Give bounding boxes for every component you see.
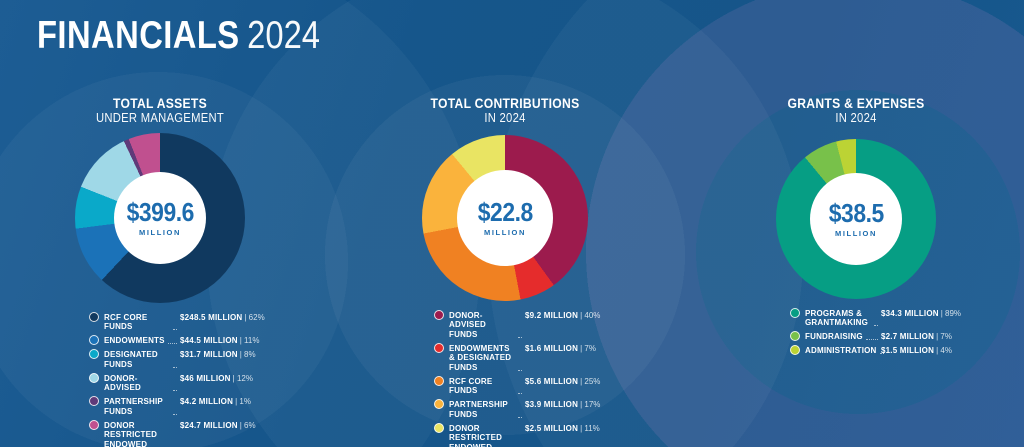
chart-heading-total-contributions: TOTAL CONTRIBUTIONS IN 2024: [370, 96, 640, 126]
legend-dot-icon: [434, 422, 444, 433]
legend-dot-icon: [434, 375, 444, 386]
dotted-leader: [173, 366, 177, 368]
donut-total-contributions: $22.8 MILLION: [422, 134, 588, 301]
legend-label: ENDOWMENTS & DESIGNATED FUNDS: [449, 343, 512, 372]
legend-total-contributions: DONOR-ADVISED FUNDS $9.2 MILLION | 40% EN…: [355, 309, 655, 447]
legend-label: RCF CORE FUNDS: [104, 312, 148, 332]
dotted-leader: [518, 369, 522, 371]
page-title: FINANCIALS 2024: [37, 16, 320, 55]
page-title-word: FINANCIALS: [37, 14, 240, 57]
legend-value: $4.2 MILLION | 1%: [180, 397, 251, 407]
donut-center: $38.5 MILLION: [810, 172, 902, 265]
legend-value: $1.6 MILLION | 7%: [525, 343, 596, 353]
chart-title: TOTAL ASSETS: [113, 96, 207, 111]
donut-center-unit: MILLION: [138, 227, 182, 237]
chart-heading-total-assets: TOTAL ASSETS UNDER MANAGEMENT: [25, 96, 295, 126]
donut-grants-expenses: $38.5 MILLION: [776, 138, 936, 299]
legend-value: $5.6 MILLION | 25%: [525, 376, 601, 386]
legend-row: DESIGNATED FUNDS $31.7 MILLION | 8%: [89, 349, 310, 369]
legend-row: RCF CORE FUNDS $248.5 MILLION | 62%: [89, 311, 310, 332]
legend-dot-icon: [89, 372, 99, 383]
legend-label: DONOR RESTRICTED ENDOWED FUNDS: [104, 420, 158, 447]
chart-section-total-assets: TOTAL ASSETS UNDER MANAGEMENT $399.6 MIL…: [10, 96, 310, 447]
donut-center-value: $22.8: [477, 196, 533, 227]
legend-dot-icon: [790, 345, 800, 356]
legend-row: PROGRAMS & GRANTMAKING $34.3 MILLION | 89…: [790, 307, 1006, 328]
legend-label: RCF CORE FUNDS: [449, 376, 493, 396]
dotted-leader: [518, 393, 522, 395]
legend-row: DONOR RESTRICTED ENDOWED FUNDS $2.5 MILL…: [434, 422, 655, 447]
legend-dot-icon: [89, 349, 99, 360]
legend-label: PARTNERSHIP FUNDS: [449, 400, 508, 419]
dotted-leader: [865, 339, 878, 341]
chart-subtitle: IN 2024: [484, 111, 526, 126]
legend-label: ADMINISTRATION: [805, 346, 877, 356]
legend-value: $24.7 MILLION | 6%: [180, 420, 256, 430]
chart-section-total-contributions: TOTAL CONTRIBUTIONS IN 2024 $22.8 MILLIO…: [355, 96, 655, 447]
dotted-leader: [173, 413, 177, 415]
legend-label: DONOR-ADVISED FUNDS: [449, 310, 486, 339]
legend-label: DESIGNATED FUNDS: [104, 350, 158, 369]
legend-dot-icon: [790, 331, 800, 342]
chart-subtitle: UNDER MANAGEMENT: [95, 111, 225, 126]
legend-row: DONOR RESTRICTED ENDOWED FUNDS $24.7 MIL…: [89, 419, 310, 447]
legend-row: FUNDRAISING $2.7 MILLION | 7%: [790, 331, 1006, 342]
legend-value: $1.5 MILLION | 4%: [881, 346, 952, 356]
chart-title: TOTAL CONTRIBUTIONS: [430, 96, 580, 111]
legend-value: $44.5 MILLION | 11%: [180, 336, 260, 346]
page-title-year: 2024: [247, 14, 321, 57]
legend-row: PARTNERSHIP FUNDS $3.9 MILLION | 17%: [434, 399, 655, 419]
legend-row: PARTNERSHIP FUNDS $4.2 MILLION | 1%: [89, 396, 310, 416]
legend-value: $9.2 MILLION | 40%: [525, 310, 601, 320]
legend-dot-icon: [89, 311, 99, 322]
donut-center-value: $38.5: [828, 197, 884, 228]
donut-total-assets: $399.6 MILLION: [75, 132, 245, 303]
legend-value: $34.3 MILLION | 89%: [881, 308, 962, 318]
legend-row: ENDOWMENTS & DESIGNATED FUNDS $1.6 MILLI…: [434, 342, 655, 373]
legend-row: ENDOWMENTS $44.5 MILLION | 11%: [89, 335, 310, 346]
donut-center: $22.8 MILLION: [457, 169, 553, 266]
legend-value: $2.7 MILLION | 7%: [881, 332, 952, 342]
legend-label: DONOR-ADVISED: [104, 373, 141, 393]
donut-center: $399.6 MILLION: [114, 171, 206, 264]
dotted-leader: [518, 416, 522, 418]
legend-value: $3.9 MILLION | 17%: [525, 400, 601, 410]
legend-dot-icon: [89, 419, 99, 430]
dotted-leader: [879, 353, 884, 355]
dotted-leader: [874, 325, 878, 327]
legend-label: PARTNERSHIP FUNDS: [104, 397, 163, 416]
legend-row: DONOR-ADVISED $46 MILLION | 12%: [89, 372, 310, 393]
legend-row: DONOR-ADVISED FUNDS $9.2 MILLION | 40%: [434, 309, 655, 340]
legend-dot-icon: [89, 335, 99, 346]
dotted-leader: [173, 329, 177, 331]
donut-center-unit: MILLION: [483, 227, 527, 237]
legend-grants-expenses: PROGRAMS & GRANTMAKING $34.3 MILLION | 89…: [706, 307, 1006, 356]
legend-label: DONOR RESTRICTED ENDOWED FUNDS: [449, 423, 503, 447]
dotted-leader: [173, 390, 177, 392]
legend-dot-icon: [434, 399, 444, 410]
legend-dot-icon: [434, 342, 444, 353]
chart-heading-grants-expenses: GRANTS & EXPENSES IN 2024: [721, 96, 991, 126]
legend-dot-icon: [89, 396, 99, 407]
dotted-leader: [518, 336, 522, 338]
legend-label: ENDOWMENTS: [104, 336, 165, 346]
legend-dot-icon: [434, 309, 444, 320]
legend-value: $248.5 MILLION | 62%: [180, 312, 265, 322]
donut-center-unit: MILLION: [834, 228, 878, 238]
chart-section-grants-expenses: GRANTS & EXPENSES IN 2024 $38.5 MILLION …: [706, 96, 1006, 360]
legend-value: $46 MILLION | 12%: [180, 373, 253, 383]
legend-label: PROGRAMS & GRANTMAKING: [805, 308, 869, 328]
donut-center-value: $399.6: [126, 196, 194, 227]
legend-row: ADMINISTRATION $1.5 MILLION | 4%: [790, 345, 1006, 356]
chart-subtitle: IN 2024: [835, 111, 877, 126]
legend-value: $31.7 MILLION | 8%: [180, 350, 256, 360]
legend-value: $2.5 MILLION | 11%: [525, 423, 600, 433]
legend-dot-icon: [790, 307, 800, 318]
chart-title: GRANTS & EXPENSES: [787, 96, 925, 111]
legend-label: FUNDRAISING: [805, 332, 863, 342]
legend-row: RCF CORE FUNDS $5.6 MILLION | 25%: [434, 375, 655, 396]
legend-total-assets: RCF CORE FUNDS $248.5 MILLION | 62% ENDOW…: [10, 311, 310, 447]
dotted-leader: [167, 343, 177, 345]
